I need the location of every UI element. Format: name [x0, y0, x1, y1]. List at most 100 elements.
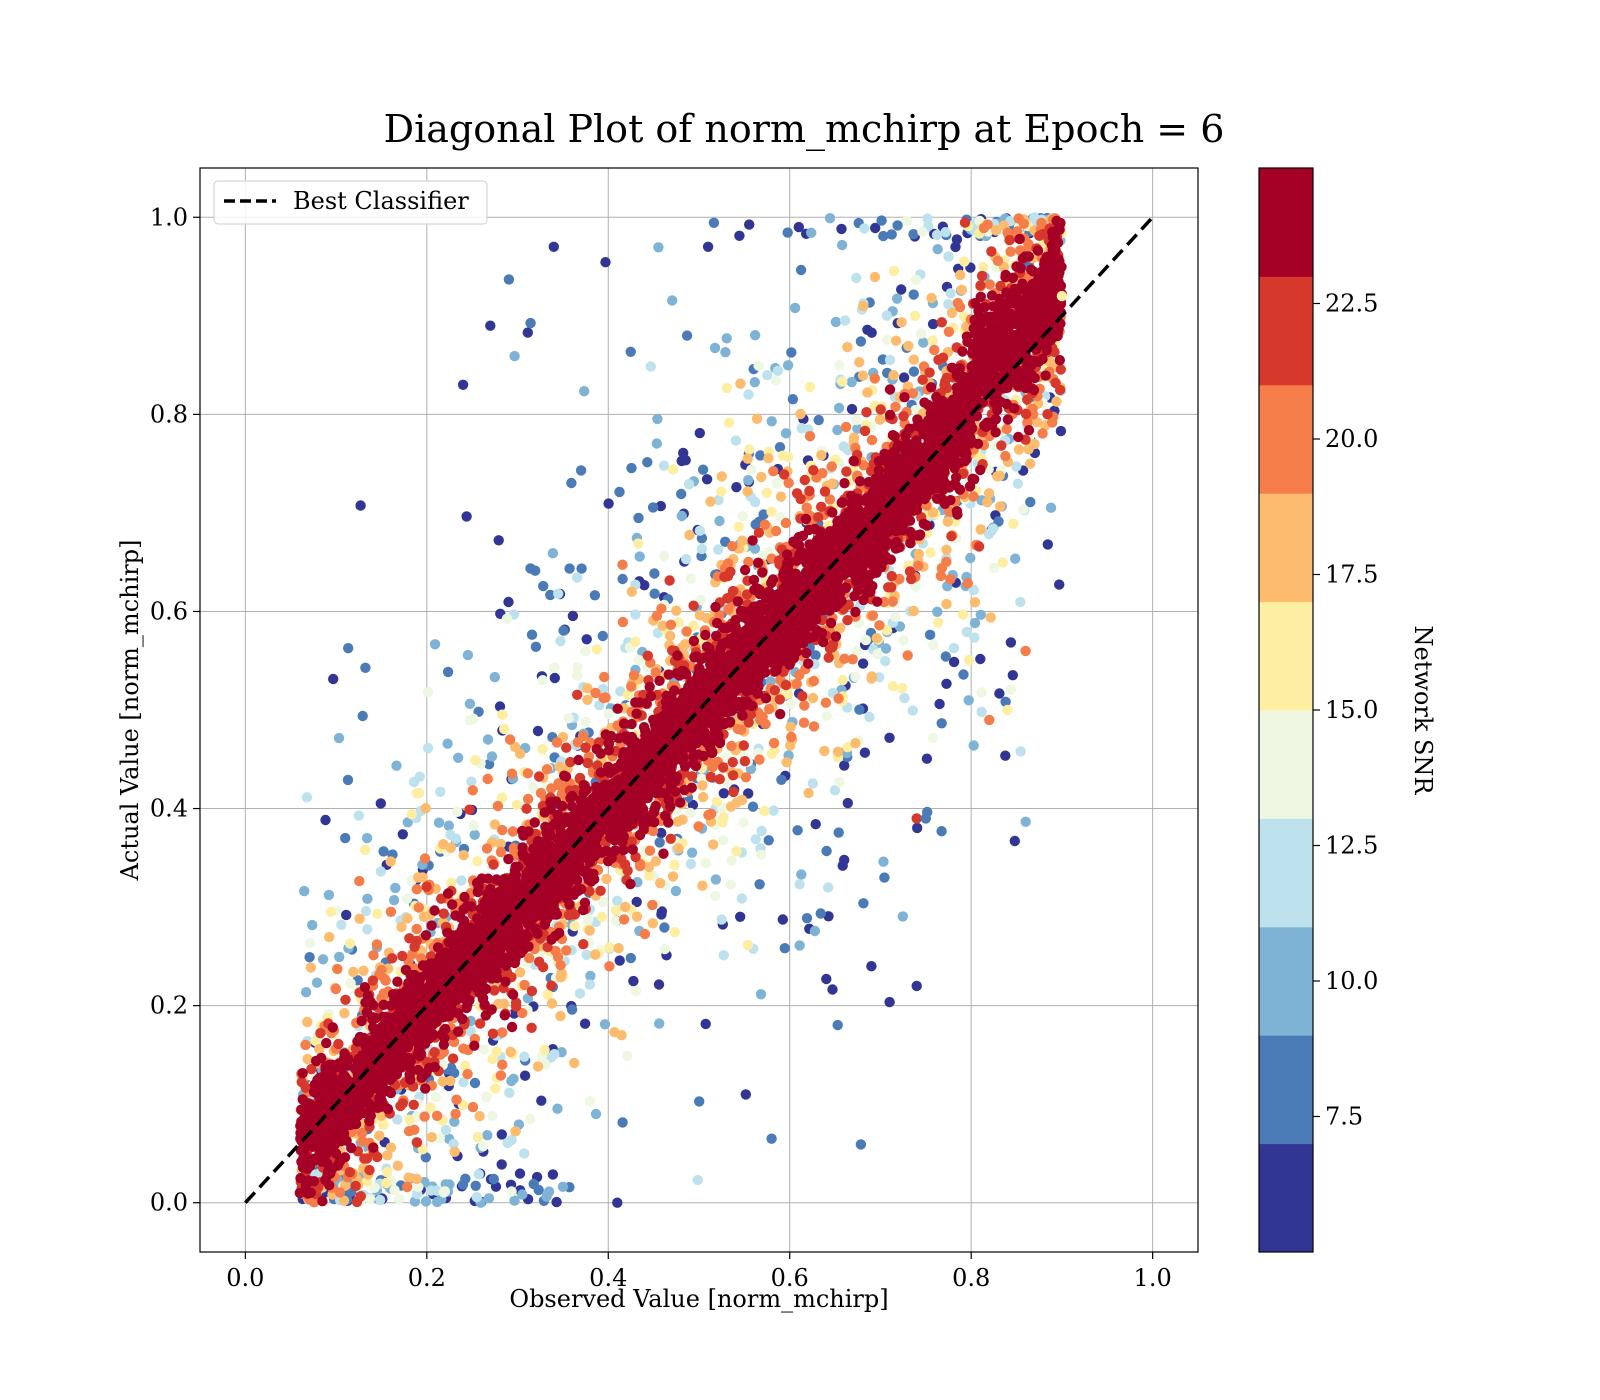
- scatter-point: [898, 635, 909, 646]
- scatter-point: [884, 409, 896, 421]
- scatter-point: [1025, 458, 1036, 469]
- scatter-point: [973, 541, 985, 552]
- scatter-point: [857, 370, 869, 381]
- scatter-point: [975, 280, 986, 291]
- scatter-point: [962, 578, 973, 589]
- scatter-point: [547, 1169, 559, 1180]
- scatter-point: [567, 610, 579, 622]
- scatter-point: [1011, 461, 1022, 472]
- scatter-point: [506, 1075, 517, 1087]
- scatter-point: [1054, 355, 1066, 366]
- scatter-point: [740, 772, 752, 783]
- scatter-point: [733, 521, 744, 532]
- scatter-point: [519, 1148, 530, 1159]
- scatter-point: [584, 925, 595, 936]
- scatter-point: [801, 647, 812, 659]
- scatter-point: [945, 574, 956, 585]
- scatter-point: [753, 557, 764, 568]
- scatter-point: [697, 780, 708, 791]
- scatter-point: [510, 1126, 521, 1137]
- scatter-point: [808, 465, 819, 476]
- scatter-point: [910, 274, 922, 285]
- scatter-point: [341, 909, 352, 921]
- scatter-point: [464, 698, 476, 709]
- scatter-point: [975, 653, 986, 665]
- scatter-point: [507, 989, 519, 1000]
- scatter-point: [763, 453, 774, 464]
- scatter-point: [774, 442, 786, 453]
- scatter-point: [647, 899, 658, 911]
- scatter-point: [800, 513, 812, 525]
- scatter-point: [472, 856, 483, 867]
- scatter-point: [360, 662, 371, 673]
- scatter-point: [627, 844, 638, 855]
- scatter-point: [901, 215, 913, 226]
- scatter-point: [821, 973, 832, 985]
- scatter-point: [753, 360, 764, 371]
- scatter-point: [846, 403, 858, 415]
- scatter-point: [816, 450, 827, 461]
- scatter-point: [578, 939, 589, 950]
- scatter-point: [970, 297, 981, 309]
- scatter-point: [994, 688, 1005, 699]
- scatter-point: [890, 611, 901, 622]
- scatter-point: [676, 488, 687, 500]
- scatter-point: [821, 710, 832, 721]
- scatter-point: [716, 471, 727, 482]
- scatter-point: [447, 899, 458, 910]
- scatter-point: [420, 1152, 431, 1163]
- scatter-point: [847, 654, 858, 665]
- scatter-point: [378, 1119, 389, 1130]
- scatter-point: [929, 344, 940, 356]
- scatter-point: [734, 230, 745, 241]
- scatter-point: [795, 493, 806, 505]
- scatter-point: [1004, 234, 1015, 246]
- scatter-point: [604, 942, 615, 953]
- scatter-point: [402, 913, 413, 924]
- scatter-point: [749, 543, 761, 554]
- scatter-point: [927, 732, 939, 744]
- scatter-point: [776, 774, 787, 785]
- scatter-point: [569, 1057, 580, 1069]
- scatter-point: [732, 596, 744, 607]
- scatter-point: [742, 486, 753, 497]
- scatter-point: [369, 1182, 380, 1194]
- scatter-point: [355, 500, 366, 511]
- scatter-point: [850, 606, 861, 618]
- scatter-point: [837, 376, 848, 387]
- scatter-point: [1029, 438, 1040, 450]
- scatter-point: [532, 1061, 544, 1072]
- scatter-point: [320, 814, 331, 826]
- scatter-point: [628, 670, 640, 681]
- scatter-point: [419, 1111, 430, 1122]
- scatter-point: [406, 809, 417, 820]
- scatter-point: [610, 915, 621, 927]
- scatter-point: [795, 264, 807, 276]
- scatter-point: [487, 1028, 499, 1039]
- scatter-point: [526, 629, 538, 640]
- scatter-point: [403, 1172, 414, 1183]
- scatter-point: [859, 747, 871, 758]
- scatter-point: [834, 360, 845, 371]
- scatter-point: [584, 979, 596, 990]
- scatter-point: [779, 943, 790, 954]
- scatter-point: [446, 877, 457, 888]
- scatter-point: [826, 461, 837, 472]
- scatter-point: [517, 1189, 528, 1200]
- scatter-point: [985, 612, 996, 623]
- scatter-point: [936, 826, 947, 837]
- scatter-point: [671, 605, 682, 616]
- scatter-point: [786, 731, 797, 743]
- scatter-point: [654, 675, 665, 686]
- scatter-point: [934, 698, 945, 710]
- scatter-point: [924, 629, 936, 640]
- scatter-point: [652, 413, 663, 425]
- scatter-point: [564, 563, 575, 574]
- scatter-point: [340, 994, 351, 1005]
- scatter-point: [820, 697, 832, 708]
- scatter-point: [612, 895, 623, 906]
- scatter-point: [842, 797, 853, 809]
- scatter-point: [453, 752, 464, 763]
- scatter-point: [799, 700, 810, 711]
- scatter-point: [965, 552, 976, 564]
